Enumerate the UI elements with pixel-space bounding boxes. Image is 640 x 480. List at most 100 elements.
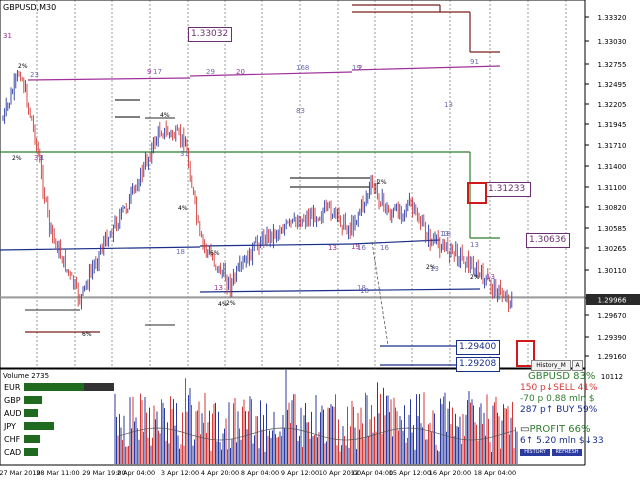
price-candles [2,69,513,313]
current-price-label: 1.29966 [598,297,627,305]
current-price-box [586,294,640,305]
volume-moving-average [119,427,516,441]
currency-label: GBP [4,396,21,405]
level-label: 31 [3,32,12,40]
currency-row-cad: CAD [2,446,114,459]
level-label: 19 [352,64,361,72]
price-tick-label: 1.30820 [598,204,627,212]
time-tick-label: 12 Apr 04:00 [351,469,393,477]
time-tick-label: 16 Apr 20:00 [429,469,471,477]
price-tick-label: 1.31400 [598,163,627,171]
level-label: 20 [236,68,245,76]
currency-row-gbp: GBP [2,394,114,407]
level-label: 6% [210,250,220,257]
currency-label: CHF [4,435,21,444]
history-button[interactable]: HISTORY [520,449,550,456]
level-label: 2% [426,264,436,271]
level-lines [0,4,585,366]
time-tick-label: 27 Mar 2019 [0,469,41,477]
level-label: 1 [40,154,44,162]
price-tick-label: 1.30265 [598,245,627,253]
currency-strength-bar [24,383,84,391]
level-label: 13 [214,284,223,292]
sell-stat: 150 p↓SELL 41% [520,383,598,393]
currency-row-aud: AUD [2,407,114,420]
currency-strength-bar [24,435,40,443]
level-label: 2% [226,300,236,307]
price-tick-label: 1.31945 [598,121,627,129]
price-axis [586,0,640,480]
level-label: 13 [440,230,449,238]
time-tick-label: 4 Apr 20:00 [201,469,239,477]
price-tick-label: 1.31100 [598,184,627,192]
level-label: 13 [430,265,439,273]
price-tick-label: 1.32755 [598,61,627,69]
currency-strength-table: EUR GBP AUD JPY CHF CAD [2,381,114,463]
volume-max-label: 10112 [601,373,623,381]
currency-strength-bar [24,422,54,430]
level-label: 13 [470,241,479,249]
price-box-4: 1.29400 [456,340,500,355]
currency-row-eur: EUR [2,381,114,394]
history-m-button[interactable]: History_M [531,360,571,371]
signal-marker-lower [516,340,535,367]
currency-strength-bar [24,409,38,417]
price-tick-label: 1.32205 [598,101,627,109]
time-tick-label: 29 Mar 19:00 [82,469,125,477]
level-label: 2 [358,64,362,72]
buy-stat: 287 p↑ BUY 59% [520,405,598,415]
time-tick-label: 15 Apr 12:00 [389,469,431,477]
price-tick-label: 1.29390 [598,334,627,342]
time-axis [0,465,640,480]
level-label: 168 [296,64,309,72]
level-label: 16 [357,244,366,252]
currency-label: CAD [4,448,22,457]
price-tick-label: 1.33320 [598,14,627,22]
time-tick-label: 9 Apr 12:00 [281,469,319,477]
currency-label: EUR [4,383,21,392]
level-label: 13 [486,273,495,281]
refresh-button[interactable]: REFRESH [552,449,582,456]
level-label: 6% [82,331,92,338]
time-tick-label: 2 Apr 04:00 [117,469,155,477]
level-label: 18 [176,248,185,256]
price-box-1: 1.33032 [188,27,232,42]
level-label: 4% [218,301,228,308]
volume-mln: -70 p 0.88 mln $ [520,394,595,404]
price-box-5: 1.29208 [456,357,500,372]
level-label: 4% [178,205,188,212]
currency-strength-bar [24,396,42,404]
level-label: 91 [470,58,479,66]
price-tick-label: 1.30585 [598,225,627,233]
price-axis-labels: 1.33320 1.33030 1.32755 1.32495 1.32205 1.319… [585,14,627,361]
time-tick-label: 10 Apr 20:00 [319,469,361,477]
price-tick-label: 1.31710 [598,142,627,150]
level-label: 19 [351,243,360,251]
level-label: 31 [180,150,189,158]
volume-histogram [114,369,518,464]
price-tick-label: 1.32495 [598,81,627,89]
level-label: 4% [160,112,170,119]
signal-marker-upper [467,182,487,204]
profit-stat: ▭PROFIT 66% [520,424,591,435]
zoom-marker[interactable]: A [572,360,583,371]
symbol-title: GBPUSD,M30 [3,3,56,12]
time-tick-label: 8 Apr 04:00 [241,469,279,477]
level-label: 17 [153,68,162,76]
signal-info-panel: GBPUSD 83% 150 p↓SELL 41% -70 p 0.88 mln… [520,371,604,464]
price-box-2: 1.31233 [485,182,531,197]
level-label: 18 [442,230,451,238]
price-tick-label: 1.29670 [598,312,627,320]
price-tick-label: 1.29160 [598,353,627,361]
level-label: 83 [296,107,305,115]
bottom-stat: 6↑ 5.20 mln $↓33 [520,436,604,446]
currency-row-chf: CHF [2,433,114,446]
level-label: 16 [380,244,389,252]
time-tick-label: 28 Mar 11:00 [36,469,79,477]
currency-strength-bar [24,448,38,456]
currency-weak-bar [84,383,114,391]
level-label: 2% [377,179,387,186]
